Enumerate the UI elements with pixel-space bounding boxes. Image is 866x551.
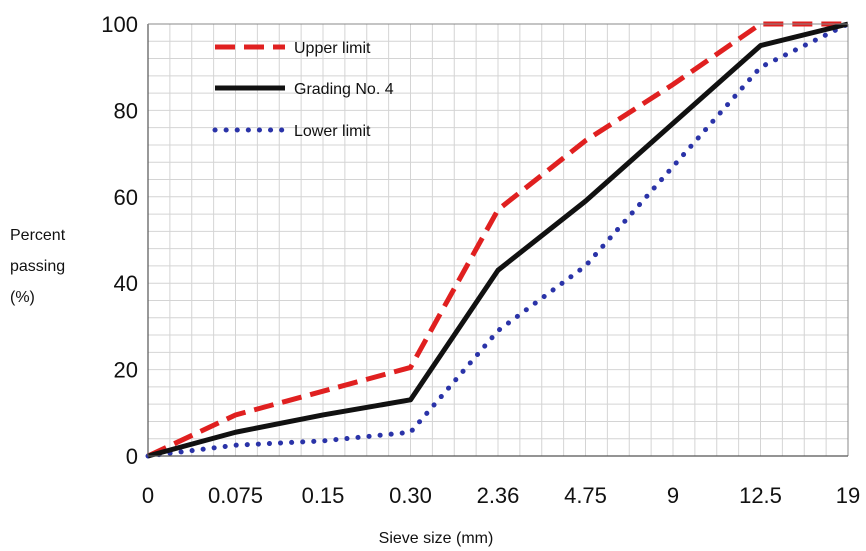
y-tick-label: 100 bbox=[101, 12, 138, 37]
x-tick-label: 0.30 bbox=[389, 483, 432, 508]
y-tick-label: 60 bbox=[114, 185, 138, 210]
legend-label: Grading No. 4 bbox=[294, 81, 394, 98]
x-tick-label: 12.5 bbox=[739, 483, 782, 508]
axes: 0 20 40 60 80 100 0 0.075 0.15 0.30 2.36 4.75 9 12.5 1… bbox=[101, 12, 860, 508]
y-tick-label: 40 bbox=[114, 271, 138, 296]
x-axis-title: Sieve size (mm) bbox=[379, 530, 494, 547]
y-axis-title-line-2: passing bbox=[10, 258, 65, 275]
legend-label: Upper limit bbox=[294, 40, 371, 57]
x-tick-label: 0 bbox=[142, 483, 154, 508]
y-axis-title-line-1: Percent bbox=[10, 227, 66, 244]
series-lines bbox=[145, 21, 851, 459]
y-axis-title-line-3: (%) bbox=[10, 289, 35, 306]
y-tick-label: 0 bbox=[126, 444, 138, 469]
y-tick-label: 80 bbox=[114, 98, 138, 123]
y-tick-label: 20 bbox=[114, 358, 138, 383]
x-tick-label: 2.36 bbox=[477, 483, 520, 508]
series-line-grading-no-4 bbox=[147, 21, 849, 459]
x-tick-label: 0.15 bbox=[302, 483, 345, 508]
legend-label: Lower limit bbox=[294, 123, 371, 140]
x-tick-label: 19 bbox=[836, 483, 860, 508]
x-tick-label: 4.75 bbox=[564, 483, 607, 508]
series-line-upper-limit bbox=[146, 21, 848, 459]
x-tick-label: 0.075 bbox=[208, 483, 263, 508]
x-tick-label: 9 bbox=[667, 483, 679, 508]
series-line-lower-limit bbox=[145, 21, 851, 459]
legend: Upper limit Grading No. 4 Lower limit bbox=[212, 40, 394, 140]
grid bbox=[147, 23, 849, 457]
